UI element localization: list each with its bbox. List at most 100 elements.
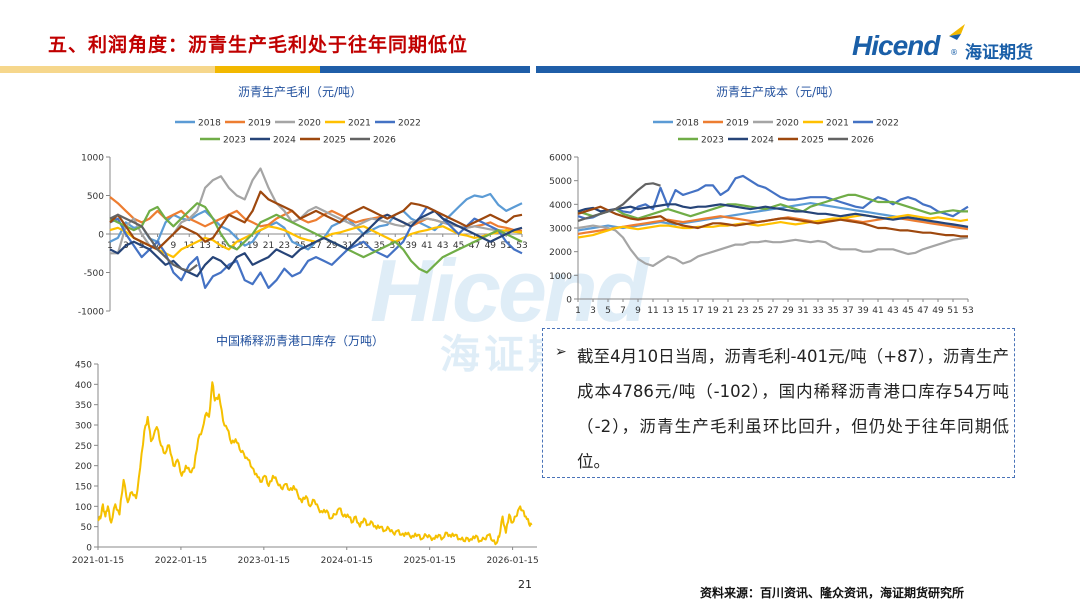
legend-label-2018: 2018 xyxy=(198,119,221,129)
x-tick-label: 51 xyxy=(947,306,958,316)
x-tick-label: 39 xyxy=(405,241,417,251)
page-number: 21 xyxy=(518,578,532,591)
legend-label-2025: 2025 xyxy=(323,136,346,146)
x-tick-label: 13 xyxy=(199,241,210,251)
x-tick-label: 45 xyxy=(902,306,913,316)
series-line-2023 xyxy=(577,193,968,220)
x-tick-label: 31 xyxy=(797,306,808,316)
x-tick-label: 41 xyxy=(421,241,432,251)
legend-label-2025: 2025 xyxy=(801,136,824,146)
x-tick-label: 49 xyxy=(932,306,944,316)
y-tick-label: 300 xyxy=(75,422,92,432)
y-tick-label: 250 xyxy=(75,442,92,452)
y-tick-label: 1000 xyxy=(549,272,572,282)
legend-label-2019: 2019 xyxy=(726,119,749,129)
x-tick-label: 49 xyxy=(485,241,497,251)
x-tick-label: 5 xyxy=(605,306,611,316)
y-tick-label: 150 xyxy=(75,483,92,493)
x-tick-label: 43 xyxy=(437,241,448,251)
slide-title: 五、利润角度：沥青生产毛利处于往年同期低位 xyxy=(48,34,469,56)
legend-label-2026: 2026 xyxy=(851,136,874,146)
y-tick-label: 450 xyxy=(75,361,92,371)
summary-note: ➢ 截至4月10日当周，沥青毛利-401元/吨（+87），沥青生产成本4786元… xyxy=(542,328,1015,478)
x-tick-label: 9 xyxy=(171,241,177,251)
source-note: 资料来源：百川资讯、隆众资讯，海证期货研究所 xyxy=(700,586,965,600)
y-tick-label: 350 xyxy=(75,401,92,411)
x-tick-label: 33 xyxy=(358,241,369,251)
x-tick-label: 19 xyxy=(247,241,259,251)
y-tick-label: 100 xyxy=(75,503,92,513)
x-tick-label: 47 xyxy=(469,241,480,251)
x-tick-label: 37 xyxy=(842,306,853,316)
legend-label-2022: 2022 xyxy=(876,119,899,129)
x-tick-label: 29 xyxy=(326,241,338,251)
chart-title: 沥青生产毛利（元/吨） xyxy=(238,85,362,99)
legend-label-2021: 2021 xyxy=(348,119,371,129)
header-bar-gold xyxy=(215,66,320,73)
inventory-chart: 中国稀释沥青港口库存（万吨） 450 400 350 300 250 200 150 100 50… xyxy=(72,333,539,566)
legend-label-2026: 2026 xyxy=(373,136,396,146)
summary-text: 截至4月10日当周，沥青毛利-401元/吨（+87），沥青生产成本4786元/吨… xyxy=(577,347,1009,471)
series-line-2024 xyxy=(109,209,523,278)
series-line-2025 xyxy=(577,205,968,238)
x-tick-label: 17 xyxy=(231,241,242,251)
x-tick-label: 17 xyxy=(692,306,703,316)
x-tick-label: 1 xyxy=(107,241,113,251)
header-bar-blue xyxy=(320,66,1080,73)
legend-label-2024: 2024 xyxy=(273,136,296,146)
x-tick-label: 2025-01-15 xyxy=(404,556,456,566)
y-tick-label: 500 xyxy=(87,192,104,202)
x-tick-label: 53 xyxy=(516,241,527,251)
x-tick-label: 45 xyxy=(453,241,464,251)
x-tick-label: 21 xyxy=(263,241,274,251)
x-tick-label: 15 xyxy=(677,306,688,316)
legend-label-2020: 2020 xyxy=(298,119,321,129)
x-tick-label: 9 xyxy=(635,306,641,316)
y-tick-label: 4000 xyxy=(549,201,572,211)
legend-label-2020: 2020 xyxy=(776,119,799,129)
x-tick-label: 23 xyxy=(737,306,748,316)
x-tick-label: 2022-01-15 xyxy=(155,556,207,566)
chart-title: 沥青生产成本（元/吨） xyxy=(716,85,840,99)
y-tick-label: -500 xyxy=(84,269,105,279)
x-tick-label: 19 xyxy=(707,306,719,316)
x-tick-label: 1 xyxy=(575,306,581,316)
x-tick-label: 47 xyxy=(917,306,928,316)
x-tick-label: 23 xyxy=(279,241,290,251)
x-tick-label: 2021-01-15 xyxy=(72,556,124,566)
legend-label-2018: 2018 xyxy=(676,119,699,129)
series-line-2022 xyxy=(577,174,969,220)
series-line-2026 xyxy=(109,213,198,273)
legend-label-2019: 2019 xyxy=(248,119,271,129)
x-tick-label: 39 xyxy=(857,306,869,316)
series-line-2024 xyxy=(577,203,969,228)
margin-chart: 沥青生产毛利（元/吨） 2018 2019 2020 2021 2022 2023 2024 2… xyxy=(78,85,528,318)
logo-brand-en: Hicend xyxy=(852,30,940,61)
x-tick-label: 27 xyxy=(310,241,321,251)
x-tick-label: 43 xyxy=(887,306,898,316)
x-tick-label: 2024-01-15 xyxy=(321,556,373,566)
logo-registered: ® xyxy=(950,48,958,57)
series-line-2020 xyxy=(577,224,969,267)
header-bar-divider xyxy=(530,66,536,73)
x-tick-label: 3 xyxy=(590,306,596,316)
legend-label-2023: 2023 xyxy=(701,136,724,146)
x-tick-label: 51 xyxy=(500,241,511,251)
x-tick-label: 21 xyxy=(722,306,733,316)
series-line-2025 xyxy=(109,190,523,251)
legend-label-2022: 2022 xyxy=(398,119,421,129)
series-line-2022 xyxy=(109,205,523,289)
series-line-inventory xyxy=(97,381,533,546)
bullet-arrow-icon: ➢ xyxy=(555,344,567,360)
x-tick-label: 35 xyxy=(827,306,838,316)
y-tick-label: 0 xyxy=(566,296,572,306)
series-line-2021 xyxy=(577,213,969,239)
x-tick-label: 2023-01-15 xyxy=(238,556,290,566)
legend-label-2024: 2024 xyxy=(751,136,774,146)
x-tick-label: 27 xyxy=(767,306,778,316)
y-tick-label: 0 xyxy=(98,231,104,241)
x-tick-label: 31 xyxy=(342,241,353,251)
series-line-2026 xyxy=(577,182,661,222)
y-tick-label: 400 xyxy=(75,381,92,391)
x-tick-label: 25 xyxy=(752,306,763,316)
